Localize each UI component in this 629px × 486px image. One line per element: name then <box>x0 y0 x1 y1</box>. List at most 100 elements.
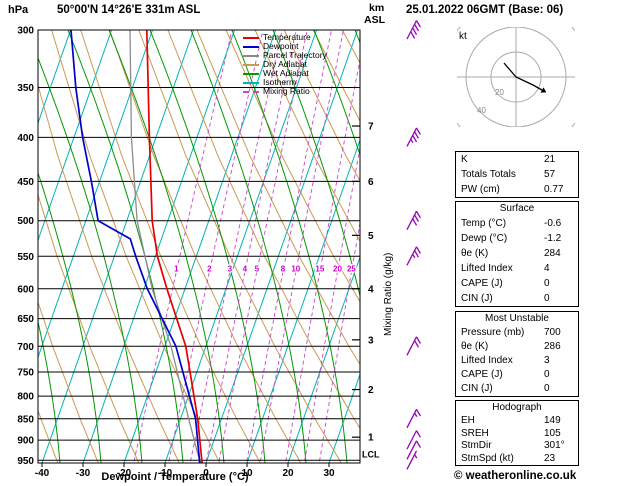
isotherm-line <box>82 30 236 463</box>
dry-adiabat-line <box>254 30 360 243</box>
wet-adiabat-line <box>354 30 360 45</box>
copyright: © weatheronline.co.uk <box>454 470 577 482</box>
legend-label: Mixing Ratio <box>263 86 310 96</box>
dry-adiabat-line <box>138 30 342 463</box>
mixing-ratio-label: 10 <box>291 265 300 274</box>
wind-barb <box>406 430 421 450</box>
hodograph-table: Hodograph EH 149 SREH 105 StmDir 301° StmSp… <box>455 400 579 467</box>
row-label: CIN (J) <box>461 383 493 394</box>
legend-item: Mixing Ratio <box>243 87 327 96</box>
mixing-ratio-label: 4 <box>243 265 248 274</box>
indices-table: K 21 Totals Totals 57 PW (cm) 0.77 <box>455 151 579 198</box>
hodograph-ring-label: 20 <box>495 88 504 97</box>
table-row: StmDir 301° <box>456 440 578 453</box>
row-value: 3 <box>544 355 550 366</box>
legend-swatch-dewpoint <box>243 45 259 48</box>
row-label: CIN (J) <box>461 293 493 304</box>
temp-tick-label: 0 <box>203 468 209 479</box>
most-unstable-table: Most Unstable Pressure (mb) 700 θe (K) 286… <box>455 311 579 397</box>
sounding-curves <box>70 30 203 463</box>
wet-adiabat-line <box>38 56 143 463</box>
row-label: Lifted Index <box>461 263 513 274</box>
table-row: θe (K) 284 <box>456 246 578 261</box>
temp-tick-label: -20 <box>117 468 132 479</box>
row-label: EH <box>461 415 475 426</box>
legend-swatch-mixing-ratio <box>243 90 259 93</box>
table-row: SREH 105 <box>456 428 578 441</box>
row-value: 0.77 <box>544 184 564 195</box>
isotherm-line <box>164 30 318 463</box>
row-value: 284 <box>544 248 561 259</box>
surface-table-title: Surface <box>499 203 535 214</box>
row-label: Pressure (mb) <box>461 327 525 338</box>
mixing-ratio-label: 20 <box>333 265 342 274</box>
table-row: CAPE (J) 0 <box>456 276 578 291</box>
legend-item: Dewpoint <box>243 42 327 51</box>
row-label: StmSpd (kt) <box>461 452 514 464</box>
row-value: 0 <box>544 278 550 289</box>
legend-item: Isotherm <box>243 78 327 87</box>
hodograph-trace-arrowhead <box>540 87 547 93</box>
temp-tick-label: 10 <box>241 468 253 479</box>
mixing-ratio-label: 1 <box>174 265 179 274</box>
pressure-tick-label: 400 <box>17 133 34 144</box>
wind-barb-column <box>406 20 421 470</box>
table-row: Dewp (°C) -1.2 <box>456 231 578 246</box>
pressure-tick-label: 550 <box>17 252 34 263</box>
surface-table: Surface Temp (°C) -0.6 Dewp (°C) -1.2 θe (… <box>455 201 579 307</box>
table-row: Pressure (mb) 700 <box>456 326 578 340</box>
km-tick-label: 6 <box>368 177 374 188</box>
legend-label: Isotherm <box>263 77 297 87</box>
wind-barb <box>406 450 418 470</box>
hodograph-table-title: Hodograph <box>492 402 542 413</box>
legend-swatch-parcel <box>243 54 259 57</box>
hodograph-ring <box>465 27 567 127</box>
mixing-ratio-axis-title: Mixing Ratio (g/kg) <box>383 252 394 336</box>
table-row: CIN (J) 0 <box>456 291 578 306</box>
row-value: -0.6 <box>544 218 562 229</box>
temp-tick-label: -30 <box>76 468 91 479</box>
wet-adiabat-line <box>313 30 360 157</box>
legend-swatch-temperature <box>243 36 259 39</box>
dry-adiabat-line <box>196 30 360 366</box>
temp-tick-label: 20 <box>282 468 294 479</box>
wet-adiabat-line <box>38 171 102 463</box>
pressure-tick-label: 700 <box>17 342 34 353</box>
table-row: Lifted Index 3 <box>456 354 578 368</box>
row-label: θe (K) <box>461 341 489 352</box>
wet-adiabat-line <box>38 319 61 463</box>
wind-barb <box>406 408 421 429</box>
isotherm-line <box>38 30 113 242</box>
lcl-label: LCL <box>362 449 380 459</box>
row-label: CAPE (J) <box>461 369 503 380</box>
table-row: CIN (J) 0 <box>456 382 578 396</box>
row-value: 149 <box>544 415 561 426</box>
table-row: Totals Totals 57 <box>456 167 578 182</box>
pressure-tick-label: 900 <box>17 436 34 447</box>
row-value: 301° <box>544 440 565 452</box>
legend-item: Wet Adiabat <box>243 69 327 78</box>
row-label: Lifted Index <box>461 355 513 366</box>
row-value: 57 <box>544 169 556 180</box>
km-tick-label: 7 <box>368 122 374 133</box>
dry-adiabat-line <box>38 83 180 463</box>
station-title: 50°00'N 14°26'E 331m ASL <box>57 4 201 16</box>
row-value: 105 <box>544 427 561 439</box>
mixing-ratio-label: 5 <box>255 265 260 274</box>
table-row: Lifted Index 4 <box>456 261 578 276</box>
row-value: 286 <box>544 341 561 352</box>
temperature-curve <box>145 30 203 463</box>
row-label: Dewp (°C) <box>461 233 508 244</box>
row-label: K <box>461 154 468 165</box>
legend-label: Temperature <box>263 32 311 42</box>
row-label: θe (K) <box>461 248 489 259</box>
dry-adiabat-line <box>51 30 221 463</box>
row-value: 700 <box>544 327 561 338</box>
pressure-tick-label: 300 <box>17 26 34 37</box>
wet-adiabat-line <box>67 30 184 463</box>
pressure-tick-label: 800 <box>17 392 34 403</box>
pressure-tick-label: 450 <box>17 177 34 188</box>
hodograph-trace <box>503 62 543 91</box>
pressure-axis-unit: hPa <box>8 4 29 16</box>
